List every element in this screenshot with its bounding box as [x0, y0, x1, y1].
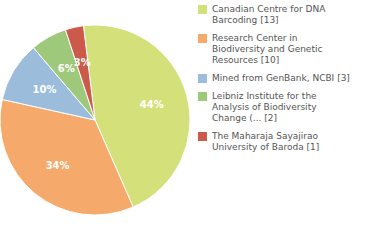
slices	[0, 25, 190, 215]
data-label: 3%	[74, 57, 91, 68]
legend-label-line: Barcoding [13]	[212, 15, 279, 25]
legend: Canadian Centre for DNABarcoding [13] Res…	[198, 4, 350, 152]
legend-label-line: Biodiversity and Genetic	[212, 44, 322, 54]
legend-label-line: Canadian Centre for DNA	[212, 4, 326, 14]
data-labels: 44% 34% 10%6%3%	[33, 57, 164, 171]
legend-swatch	[198, 5, 207, 14]
data-label: 10%	[33, 84, 57, 95]
chart: 44% 34% 10%6%3% Canadian Centre for DNABarc…	[0, 0, 380, 240]
legend-label-line: Research Center in	[212, 33, 298, 43]
legend-label: The Maharaja SayajiraoUniversity of Baro…	[211, 131, 319, 152]
legend-label: Research Center inBiodiversity and Genet…	[212, 33, 322, 65]
legend-label-line: Mined from GenBank, NCBI [3]	[212, 73, 350, 83]
legend-swatch	[198, 34, 207, 43]
legend-label: Mined from GenBank, NCBI [3]	[212, 73, 350, 83]
legend-label-line: University of Baroda [1]	[212, 142, 319, 152]
legend-label: Leibniz Institute for theAnalysis of Bio…	[212, 91, 317, 123]
legend-label: Canadian Centre for DNABarcoding [13]	[212, 4, 326, 25]
slice	[0, 99, 133, 215]
data-label: 34%	[46, 160, 70, 171]
legend-label-line: Leibniz Institute for the	[212, 91, 317, 101]
legend-label-line: Analysis of Biodiversity	[212, 102, 317, 112]
legend-swatch	[198, 132, 207, 141]
legend-label-line: Change (... [2]	[212, 113, 277, 123]
legend-label-line: The Maharaja Sayajirao	[211, 131, 318, 141]
legend-label-line: Resources [10]	[212, 55, 279, 65]
data-label: 44%	[140, 99, 164, 110]
data-label: 6%	[58, 63, 75, 74]
legend-swatch	[198, 92, 207, 101]
legend-swatch	[198, 74, 207, 83]
